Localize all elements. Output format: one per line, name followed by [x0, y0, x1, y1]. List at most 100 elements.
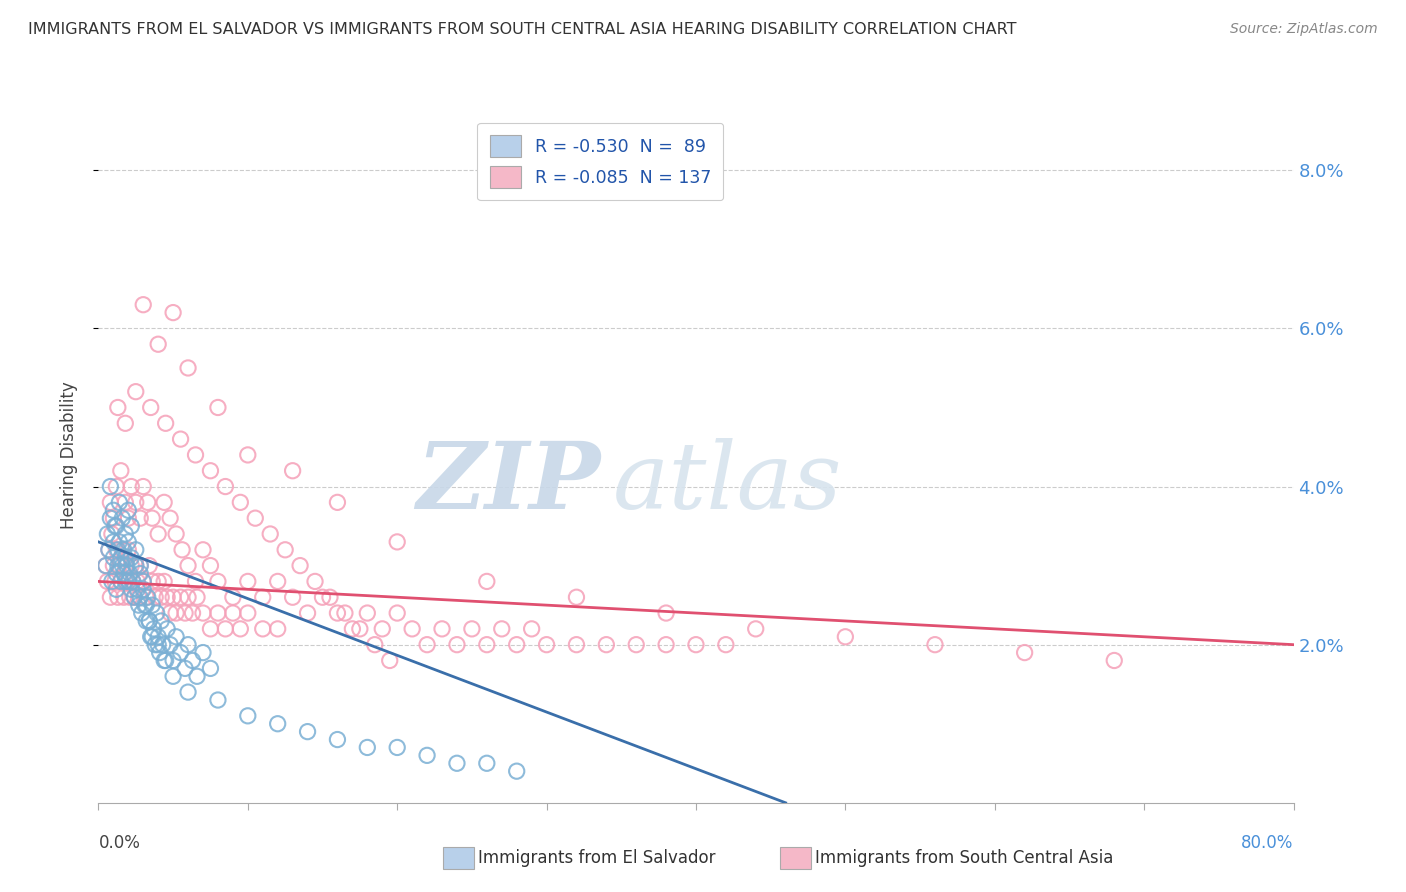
Point	[156, 591, 179, 605]
Point	[141, 511, 163, 525]
Point	[127, 582, 149, 597]
Text: 80.0%: 80.0%	[1241, 834, 1294, 852]
Point	[117, 574, 139, 589]
Point	[128, 591, 150, 605]
Point	[200, 558, 222, 573]
Point	[288, 558, 311, 573]
Point	[125, 384, 148, 399]
Point	[141, 630, 163, 644]
Point	[101, 574, 124, 589]
Point	[111, 542, 134, 557]
Point	[112, 591, 135, 605]
Point	[132, 582, 155, 597]
Point	[103, 558, 125, 573]
Point	[129, 591, 152, 605]
Point	[177, 591, 200, 605]
Point	[446, 638, 468, 652]
Point	[148, 630, 170, 644]
Text: ZIP: ZIP	[416, 438, 600, 528]
Point	[520, 622, 543, 636]
Point	[207, 574, 229, 589]
Point	[132, 574, 155, 589]
Point	[104, 519, 127, 533]
Point	[107, 558, 129, 573]
Point	[114, 495, 136, 509]
Point	[685, 638, 707, 652]
Point	[155, 653, 177, 667]
Point	[105, 566, 128, 581]
Point	[159, 511, 181, 525]
Point	[105, 582, 128, 597]
Point	[165, 606, 187, 620]
Point	[162, 669, 184, 683]
Point	[103, 550, 125, 565]
Point	[142, 622, 165, 636]
Point	[1104, 653, 1126, 667]
Point	[267, 574, 290, 589]
Point	[96, 527, 118, 541]
Point	[117, 503, 139, 517]
Point	[252, 591, 274, 605]
Point	[110, 574, 132, 589]
Point	[236, 448, 259, 462]
Point	[267, 716, 290, 731]
Point	[148, 337, 170, 351]
Point	[148, 638, 170, 652]
Text: atlas: atlas	[613, 438, 842, 528]
Point	[159, 638, 181, 652]
Point	[131, 606, 153, 620]
Point	[207, 401, 229, 415]
Point	[207, 606, 229, 620]
Point	[150, 591, 173, 605]
Point	[121, 574, 143, 589]
Point	[267, 622, 290, 636]
Point	[385, 606, 409, 620]
Point	[125, 495, 148, 509]
Point	[120, 519, 142, 533]
Point	[110, 550, 132, 565]
Point	[148, 527, 170, 541]
Point	[177, 558, 200, 573]
Point	[105, 519, 128, 533]
Point	[120, 479, 142, 493]
Point	[565, 638, 588, 652]
Point	[108, 558, 131, 573]
Point	[139, 630, 162, 644]
Point	[141, 574, 163, 589]
Point	[378, 653, 401, 667]
Point	[108, 495, 131, 509]
Point	[319, 591, 342, 605]
Point	[114, 550, 136, 565]
Point	[236, 708, 259, 723]
Point	[416, 748, 439, 763]
Point	[155, 417, 177, 431]
Point	[114, 527, 136, 541]
Point	[385, 534, 409, 549]
Point	[655, 638, 678, 652]
Point	[162, 653, 184, 667]
Point	[121, 574, 143, 589]
Point	[94, 558, 117, 573]
Point	[169, 646, 191, 660]
Point	[364, 638, 387, 652]
Point	[565, 591, 588, 605]
Point	[475, 574, 498, 589]
Point	[94, 558, 117, 573]
Point	[115, 574, 138, 589]
Point	[326, 606, 349, 620]
Point	[229, 622, 252, 636]
Point	[101, 527, 124, 541]
Point	[181, 606, 204, 620]
Point	[184, 448, 207, 462]
Point	[207, 693, 229, 707]
Point	[153, 495, 176, 509]
Point	[506, 764, 529, 779]
Point	[1014, 646, 1036, 660]
Point	[138, 558, 160, 573]
Point	[169, 591, 191, 605]
Point	[107, 401, 129, 415]
Point	[342, 622, 364, 636]
Point	[128, 598, 150, 612]
Text: 0.0%: 0.0%	[98, 834, 141, 852]
Point	[655, 606, 678, 620]
